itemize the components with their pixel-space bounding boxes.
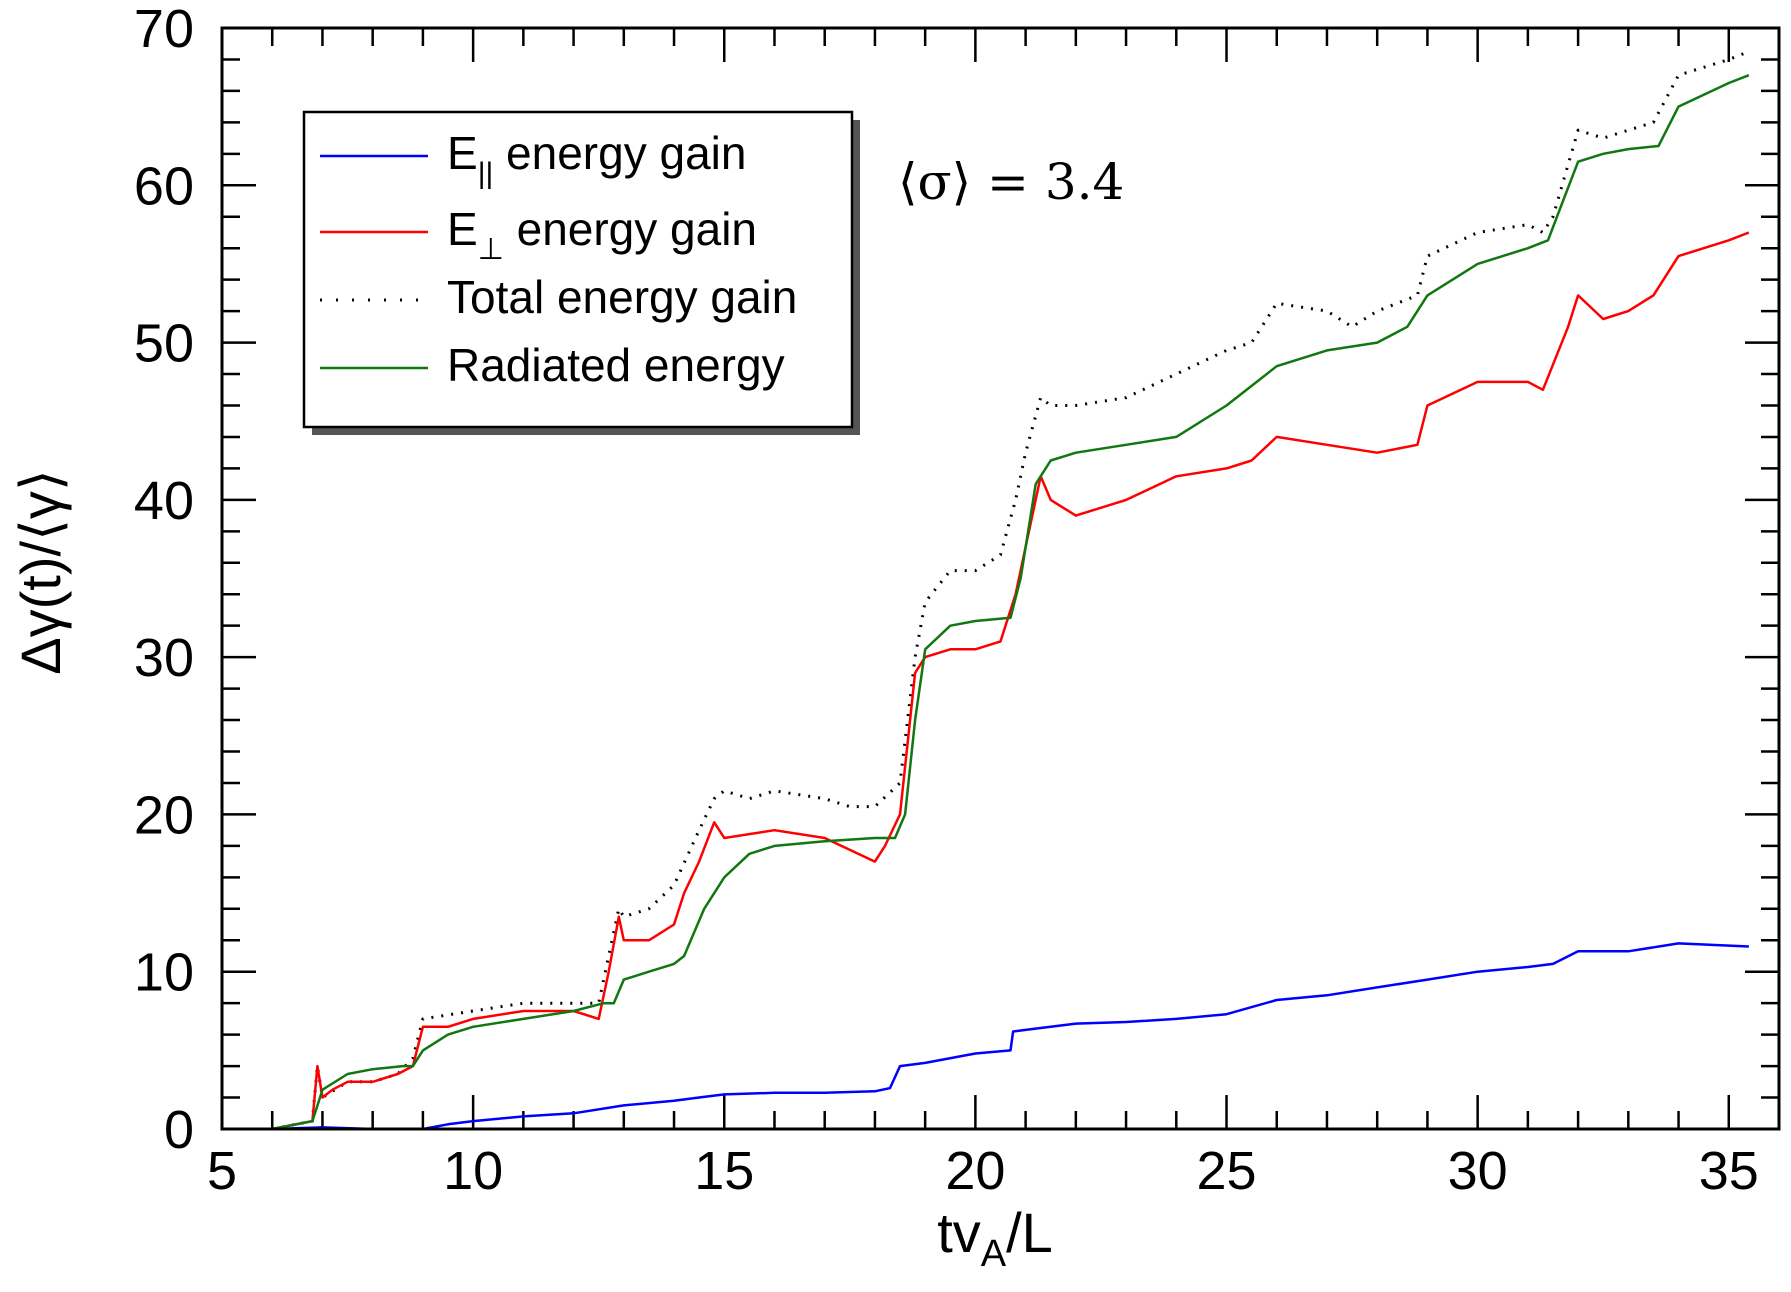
y-tick-label: 20 (134, 785, 194, 845)
sigma-annotation: ⟨σ⟩ = 3.4 (898, 153, 1124, 211)
legend-label-0: E|| energy gain (447, 127, 746, 190)
legend-label-main: E (447, 203, 478, 255)
series-line-1 (271, 231, 1750, 1131)
axis-ticks (220, 26, 1781, 1131)
x-tick-label: 10 (443, 1141, 503, 1201)
x-tick-label: 35 (1699, 1141, 1759, 1201)
y-tick-labels: 0 10 20 30 40 50 60 70 (134, 0, 194, 1160)
legend-label-tail: energy gain (493, 127, 746, 179)
series-layer (271, 50, 1750, 1131)
plot-frame (220, 26, 1781, 1131)
legend-label-3: Radiated energy (447, 339, 785, 391)
y-tick-label: 0 (164, 1100, 194, 1160)
series-line-3 (271, 74, 1750, 1131)
legend-label-2: Total energy gain (447, 271, 797, 323)
y-tick-label: 70 (134, 0, 194, 59)
legend-box (302, 110, 854, 429)
x-tick-label: 30 (1448, 1141, 1508, 1201)
legend-label-tail: energy gain (504, 203, 757, 255)
x-axis-title-sub: A (981, 1233, 1007, 1275)
legend-label-main: E (447, 127, 478, 179)
y-tick-label: 50 (134, 314, 194, 374)
x-axis-title-tail: /L (1006, 1201, 1053, 1264)
legend-label-1: E⊥ energy gain (447, 203, 757, 266)
y-tick-label: 30 (134, 628, 194, 688)
x-tick-label: 20 (945, 1141, 1005, 1201)
series-line-0 (272, 942, 1749, 1131)
x-tick-label: 5 (207, 1141, 237, 1201)
legend-label-main: Total energy gain (447, 271, 797, 323)
x-tick-label: 25 (1196, 1141, 1256, 1201)
x-tick-labels: 5 10 15 20 25 30 35 (207, 1141, 1759, 1201)
y-tick-label: 60 (134, 156, 194, 216)
x-tick-label: 15 (694, 1141, 754, 1201)
y-axis-title: Δγ(t)/⟨γ⟩ (9, 469, 72, 675)
legend-label-sub: || (478, 157, 494, 190)
series-line-2 (271, 50, 1750, 1131)
legend-label-sub: ⊥ (478, 233, 504, 266)
x-axis-title: tvA/L (937, 1201, 1053, 1275)
legend-label-main: Radiated energy (447, 339, 785, 391)
y-tick-label: 10 (134, 943, 194, 1003)
y-tick-label: 40 (134, 471, 194, 531)
x-axis-title-main: tv (937, 1201, 981, 1264)
